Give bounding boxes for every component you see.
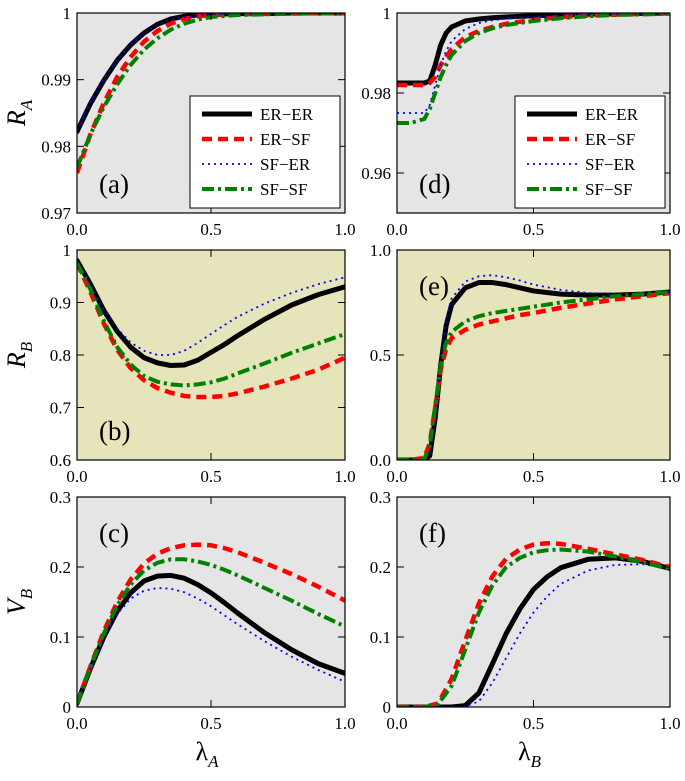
y-tick-label: 0.98 bbox=[361, 84, 391, 103]
panel-c: 0.0 0.5 1.0 0 0.1 0.2 0.3 (c) VB λA bbox=[2, 488, 356, 771]
series-line-er-sf bbox=[397, 540, 670, 707]
panel-a: 0.0 0.5 1.0 0.97 0.98 0.99 1 (a) RA ER−ER ER−SF SF−… bbox=[2, 4, 356, 239]
series-group bbox=[397, 540, 670, 707]
y-tick-label: 0.98 bbox=[41, 137, 71, 156]
series-group bbox=[397, 13, 670, 125]
x-tick-label: 0.0 bbox=[386, 714, 407, 733]
y-tick-label: 1 bbox=[383, 4, 392, 23]
series-line-er-sf bbox=[397, 290, 670, 460]
series-line-er-er bbox=[77, 572, 345, 706]
x-tick-label: 0.0 bbox=[66, 220, 87, 239]
y-tick-label: 0 bbox=[63, 698, 72, 717]
series-line-sf-er bbox=[397, 13, 670, 114]
panel-label: (b) bbox=[99, 416, 130, 446]
series-line-sf-er bbox=[77, 587, 345, 704]
y-tick-label: 0.1 bbox=[50, 628, 71, 647]
x-tick-label: 0.5 bbox=[523, 220, 544, 239]
y-tick-label: 0.96 bbox=[361, 164, 391, 183]
y-axis-label: VB bbox=[2, 588, 36, 615]
x-tick-label: 1.0 bbox=[659, 714, 680, 733]
x-tick-label: 0.5 bbox=[523, 714, 544, 733]
y-tick-label: 0.3 bbox=[50, 488, 71, 507]
x-tick-label: 0.0 bbox=[66, 467, 87, 486]
legend-label: SF−SF bbox=[260, 180, 307, 199]
legend-label: ER−SF bbox=[260, 130, 310, 149]
y-tick-label: 0.8 bbox=[50, 346, 71, 365]
y-tick-label: 0.97 bbox=[41, 204, 71, 223]
x-tick-label: 1.0 bbox=[334, 714, 355, 733]
series-line-er-er bbox=[397, 555, 670, 707]
series-group bbox=[77, 542, 345, 706]
panel-f: 0.0 0.5 1.0 0 0.1 0.2 0.3 (f) λB bbox=[370, 488, 681, 771]
legend-label: SF−ER bbox=[585, 155, 636, 174]
series-line-sf-er bbox=[397, 274, 670, 460]
y-tick-label: 0.2 bbox=[50, 558, 71, 577]
x-tick-label: 1.0 bbox=[659, 467, 680, 486]
panel-label: (d) bbox=[419, 169, 450, 199]
panel-label: (a) bbox=[99, 169, 129, 199]
legend: ER−ER ER−SF SF−ER SF−SF bbox=[514, 95, 666, 209]
legend-label: SF−SF bbox=[585, 180, 632, 199]
series-line-er-er bbox=[397, 280, 670, 460]
legend-label: ER−ER bbox=[260, 105, 314, 124]
panel-b: 0.0 0.5 1.0 0.6 0.7 0.8 0.9 1 (b) RB bbox=[2, 241, 356, 486]
y-axis-label: RA bbox=[2, 99, 36, 127]
y-tick-label: 0 bbox=[383, 698, 392, 717]
legend: ER−ER ER−SF SF−ER SF−SF bbox=[189, 95, 341, 209]
panel-e: 0.0 0.5 1.0 0.0 0.5 1.0 (e) bbox=[370, 241, 681, 486]
panel-label: (f) bbox=[419, 518, 446, 548]
x-tick-label: 1.0 bbox=[659, 220, 680, 239]
x-tick-label: 1.0 bbox=[334, 220, 355, 239]
plot-background bbox=[397, 497, 670, 707]
x-axis-label: λA bbox=[196, 737, 220, 771]
panel-label: (e) bbox=[419, 271, 449, 301]
x-tick-label: 0.5 bbox=[523, 467, 544, 486]
x-tick-label: 0.0 bbox=[386, 220, 407, 239]
y-tick-label: 1.0 bbox=[370, 241, 391, 260]
y-tick-label: 0.7 bbox=[50, 399, 72, 418]
x-axis-label: λB bbox=[518, 737, 542, 771]
y-tick-label: 0.3 bbox=[370, 488, 391, 507]
series-line-sf-sf bbox=[397, 13, 670, 125]
series-line-sf-er bbox=[397, 563, 670, 707]
series-line-sf-sf bbox=[77, 557, 345, 705]
series-line-sf-sf bbox=[397, 290, 670, 460]
y-tick-label: 0.5 bbox=[370, 346, 391, 365]
y-tick-label: 1 bbox=[63, 241, 72, 260]
x-tick-label: 0.5 bbox=[200, 220, 221, 239]
x-tick-label: 0.5 bbox=[200, 714, 221, 733]
x-tick-label: 1.0 bbox=[334, 467, 355, 486]
legend-label: ER−SF bbox=[585, 130, 635, 149]
y-tick-label: 0.2 bbox=[370, 558, 391, 577]
y-tick-label: 0.99 bbox=[41, 71, 71, 90]
panel-d: 0.0 0.5 1.0 0.96 0.98 1 (d) ER−ER ER−SF SF−ER SF−S… bbox=[361, 4, 680, 239]
series-group bbox=[397, 274, 670, 460]
y-axis-label: RB bbox=[2, 341, 36, 369]
legend-label: SF−ER bbox=[260, 155, 311, 174]
series-line-sf-er bbox=[77, 260, 345, 356]
y-tick-label: 1 bbox=[63, 4, 72, 23]
x-tick-label: 0.0 bbox=[66, 714, 87, 733]
series-line-er-er bbox=[77, 258, 345, 368]
y-tick-label: 0.1 bbox=[370, 628, 391, 647]
x-tick-label: 0.0 bbox=[386, 467, 407, 486]
y-tick-label: 0.9 bbox=[50, 294, 71, 313]
legend-label: ER−ER bbox=[585, 105, 639, 124]
y-tick-label: 0.6 bbox=[50, 451, 71, 470]
panel-label: (c) bbox=[99, 518, 129, 548]
x-tick-label: 0.5 bbox=[200, 467, 221, 486]
series-group bbox=[77, 258, 345, 400]
y-tick-label: 0.0 bbox=[370, 451, 391, 470]
series-line-sf-sf bbox=[397, 547, 670, 707]
series-line-sf-sf bbox=[77, 13, 345, 169]
